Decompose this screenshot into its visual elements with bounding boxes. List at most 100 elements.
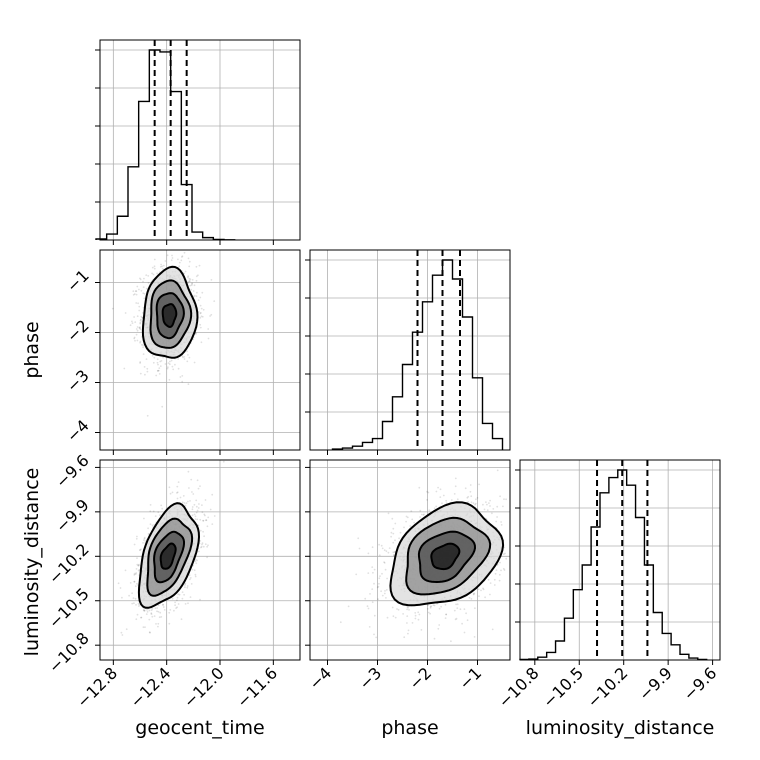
scatter-point: [139, 326, 141, 329]
scatter-point: [450, 499, 453, 501]
scatter-point: [463, 631, 466, 634]
scatter-point: [202, 530, 205, 533]
scatter-point: [461, 622, 463, 625]
scatter-point: [504, 552, 506, 555]
scatter-point: [120, 631, 123, 634]
scatter-point: [199, 518, 202, 521]
scatter-point: [169, 492, 172, 495]
scatter-point: [156, 607, 159, 609]
scatter-point: [371, 588, 374, 590]
scatter-point: [403, 526, 405, 529]
scatter-point: [158, 616, 161, 619]
scatter-point: [442, 494, 445, 497]
scatter-point: [380, 590, 382, 593]
scatter-point: [195, 295, 198, 298]
scatter-point: [399, 531, 402, 534]
scatter-point: [150, 612, 153, 615]
scatter-point: [386, 616, 389, 619]
scatter-point: [176, 485, 179, 488]
scatter-point: [171, 254, 173, 257]
scatter-point: [467, 501, 470, 503]
scatter-point: [394, 616, 397, 619]
scatter-point: [181, 380, 184, 383]
scatter-point: [183, 251, 186, 254]
scatter-point: [181, 597, 184, 600]
scatter-point: [143, 537, 146, 540]
scatter-point: [496, 516, 498, 518]
scatter-point: [200, 341, 203, 344]
scatter-point: [135, 302, 138, 304]
scatter-point: [121, 634, 124, 636]
scatter-point: [189, 278, 192, 281]
scatter-point: [498, 573, 501, 576]
scatter-point: [139, 372, 142, 375]
scatter-point: [402, 613, 404, 615]
scatter-point: [187, 257, 190, 260]
scatter-point: [138, 605, 140, 607]
scatter-point: [179, 376, 182, 378]
scatter-point: [494, 572, 497, 575]
scatter-point: [477, 588, 480, 591]
scatter-point: [186, 350, 189, 353]
scatter-point: [444, 617, 447, 619]
contour-line: [161, 303, 178, 329]
scatter-point: [191, 282, 194, 285]
scatter-point: [143, 517, 145, 520]
scatter-point: [157, 625, 159, 628]
scatter-point: [385, 589, 388, 591]
scatter-point: [153, 265, 156, 268]
scatter-point: [193, 503, 196, 506]
scatter-point: [138, 305, 141, 308]
scatter-point: [366, 605, 369, 608]
scatter-point: [140, 343, 143, 346]
scatter-point: [131, 320, 133, 323]
scatter-point: [206, 525, 209, 528]
x-tick-label-geocent_time: −12.0: [180, 663, 228, 711]
scatter-point: [430, 605, 432, 608]
scatter-point: [135, 572, 138, 574]
scatter-point: [406, 516, 409, 519]
scatter-point: [138, 326, 141, 329]
scatter-point: [429, 612, 431, 615]
scatter-point: [148, 631, 151, 634]
scatter-point: [201, 542, 204, 544]
scatter-point: [387, 512, 390, 515]
scatter-point: [180, 618, 183, 621]
scatter-point: [199, 316, 202, 319]
scatter-point: [149, 631, 151, 634]
scatter-point: [145, 613, 148, 615]
scatter-point: [186, 360, 189, 363]
scatter-point: [459, 608, 462, 611]
scatter-point: [156, 361, 159, 364]
scatter-point: [142, 292, 145, 295]
scatter-point: [157, 369, 159, 372]
scatter-point: [198, 550, 200, 553]
scatter-point: [168, 611, 171, 614]
scatter-point: [133, 316, 136, 318]
scatter-point: [142, 542, 144, 544]
scatter-point: [453, 609, 456, 612]
scatter-point: [211, 523, 214, 525]
scatter-point: [486, 503, 488, 506]
scatter-point: [194, 573, 197, 576]
scatter-point: [184, 504, 187, 507]
scatter-point: [176, 492, 178, 494]
scatter-point: [138, 288, 140, 291]
scatter-point: [142, 609, 145, 612]
scatter-point: [493, 584, 496, 586]
scatter-point: [153, 267, 156, 270]
scatter-point: [133, 543, 136, 546]
scatter-point: [157, 369, 160, 372]
scatter-point: [201, 315, 204, 318]
scatter-point: [392, 527, 395, 530]
scatter-point: [191, 283, 194, 285]
scatter-point: [357, 537, 360, 540]
scatter-point: [133, 580, 136, 583]
scatter-point: [140, 616, 142, 619]
scatter-point: [149, 510, 152, 513]
scatter-point: [183, 502, 186, 504]
scatter-point: [379, 575, 381, 577]
scatter-point: [189, 578, 191, 581]
scatter-point: [137, 564, 140, 567]
scatter-point: [419, 509, 422, 512]
